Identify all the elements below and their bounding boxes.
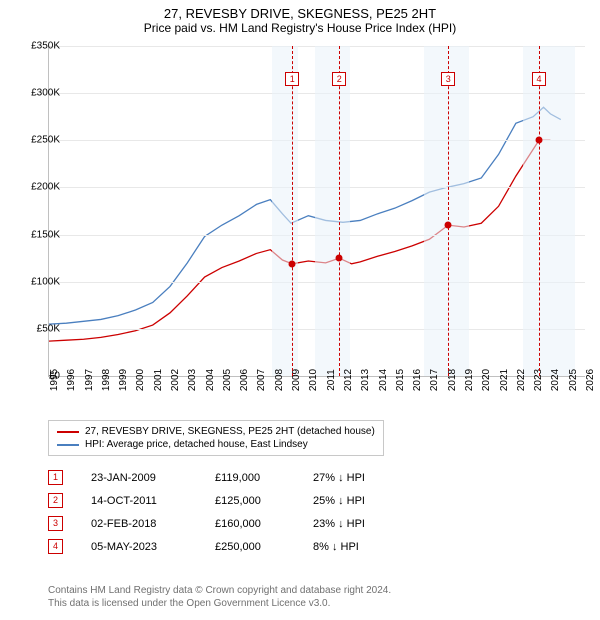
recession-band (424, 46, 469, 376)
y-tick-label: £350K (31, 41, 60, 52)
y-tick-label: £300K (31, 88, 60, 99)
x-tick-label: 2002 (170, 369, 181, 391)
x-tick-label: 2011 (326, 369, 337, 391)
sale-marker-box: 1 (285, 72, 299, 86)
sale-marker-line (339, 46, 340, 376)
legend-swatch (57, 444, 79, 446)
legend-label: HPI: Average price, detached house, East… (85, 439, 308, 450)
chart-plot-area: 1995199619971998199920002001200220032004… (48, 46, 585, 377)
sale-row-pct: 27% ↓ HPI (313, 472, 393, 484)
series-line (49, 140, 550, 341)
legend-swatch (57, 431, 79, 433)
sale-dot (445, 222, 452, 229)
chart-title: 27, REVESBY DRIVE, SKEGNESS, PE25 2HT (0, 0, 600, 21)
x-tick-label: 2020 (481, 369, 492, 391)
x-tick-label: 2021 (499, 369, 510, 391)
x-tick-label: 2015 (395, 369, 406, 391)
chart-container: 27, REVESBY DRIVE, SKEGNESS, PE25 2HT Pr… (0, 0, 600, 620)
y-tick-label: £250K (31, 135, 60, 146)
x-tick-label: 2008 (274, 369, 285, 391)
legend: 27, REVESBY DRIVE, SKEGNESS, PE25 2HT (d… (48, 420, 384, 456)
sale-row-date: 02-FEB-2018 (91, 518, 187, 530)
attribution-line2: This data is licensed under the Open Gov… (48, 597, 391, 610)
sale-marker-box: 2 (332, 72, 346, 86)
x-tick-label: 1999 (118, 369, 129, 391)
sale-row: 1 23-JAN-2009 £119,000 27% ↓ HPI (48, 466, 393, 489)
sale-marker-line (292, 46, 293, 376)
x-tick-label: 2014 (378, 369, 389, 391)
x-tick-label: 1998 (101, 369, 112, 391)
sale-marker-line (539, 46, 540, 376)
x-tick-label: 2012 (343, 369, 354, 391)
sale-row-price: £125,000 (215, 495, 285, 507)
sale-row-price: £250,000 (215, 541, 285, 553)
sale-row-pct: 25% ↓ HPI (313, 495, 393, 507)
sale-marker-box: 4 (532, 72, 546, 86)
legend-item: 27, REVESBY DRIVE, SKEGNESS, PE25 2HT (d… (57, 425, 375, 438)
x-tick-label: 2017 (429, 369, 440, 391)
sale-row: 4 05-MAY-2023 £250,000 8% ↓ HPI (48, 535, 393, 558)
chart-subtitle: Price paid vs. HM Land Registry's House … (0, 21, 600, 39)
x-tick-label: 2006 (239, 369, 250, 391)
sale-marker-line (448, 46, 449, 376)
sale-marker-box: 3 (441, 72, 455, 86)
sale-row-price: £160,000 (215, 518, 285, 530)
y-tick-label: £150K (31, 229, 60, 240)
x-tick-label: 2026 (585, 369, 596, 391)
x-tick-label: 2025 (568, 369, 579, 391)
attribution: Contains HM Land Registry data © Crown c… (48, 584, 391, 610)
sale-row-marker: 4 (48, 539, 63, 554)
sale-row-marker: 2 (48, 493, 63, 508)
sale-row-date: 23-JAN-2009 (91, 472, 187, 484)
sale-row-marker: 1 (48, 470, 63, 485)
recession-band (315, 46, 350, 376)
attribution-line1: Contains HM Land Registry data © Crown c… (48, 584, 391, 597)
y-tick-label: £0 (49, 371, 60, 382)
recession-band (272, 46, 298, 376)
y-tick-label: £200K (31, 182, 60, 193)
sale-dot (536, 137, 543, 144)
sale-row-date: 14-OCT-2011 (91, 495, 187, 507)
x-tick-label: 2003 (187, 369, 198, 391)
legend-label: 27, REVESBY DRIVE, SKEGNESS, PE25 2HT (d… (85, 426, 375, 437)
x-tick-label: 2007 (256, 369, 267, 391)
x-tick-label: 2022 (516, 369, 527, 391)
sale-row-pct: 23% ↓ HPI (313, 518, 393, 530)
sale-row-marker: 3 (48, 516, 63, 531)
sale-row: 2 14-OCT-2011 £125,000 25% ↓ HPI (48, 489, 393, 512)
x-tick-label: 2019 (464, 369, 475, 391)
y-tick-label: £50K (37, 323, 60, 334)
x-tick-label: 2013 (360, 369, 371, 391)
x-tick-label: 2000 (135, 369, 146, 391)
sale-dot (336, 255, 343, 262)
sale-row: 3 02-FEB-2018 £160,000 23% ↓ HPI (48, 512, 393, 535)
legend-item: HPI: Average price, detached house, East… (57, 438, 375, 451)
sale-row-date: 05-MAY-2023 (91, 541, 187, 553)
x-tick-label: 2004 (205, 369, 216, 391)
x-tick-label: 2001 (153, 369, 164, 391)
sale-row-price: £119,000 (215, 472, 285, 484)
x-tick-label: 2005 (222, 369, 233, 391)
y-tick-label: £100K (31, 276, 60, 287)
x-tick-label: 2024 (550, 369, 561, 391)
x-tick-label: 1996 (66, 369, 77, 391)
x-tick-label: 2016 (412, 369, 423, 391)
sales-table: 1 23-JAN-2009 £119,000 27% ↓ HPI 2 14-OCT-201… (48, 466, 393, 558)
x-tick-label: 1997 (84, 369, 95, 391)
x-tick-label: 2010 (308, 369, 319, 391)
recession-band (523, 46, 575, 376)
sale-dot (289, 260, 296, 267)
sale-row-pct: 8% ↓ HPI (313, 541, 393, 553)
